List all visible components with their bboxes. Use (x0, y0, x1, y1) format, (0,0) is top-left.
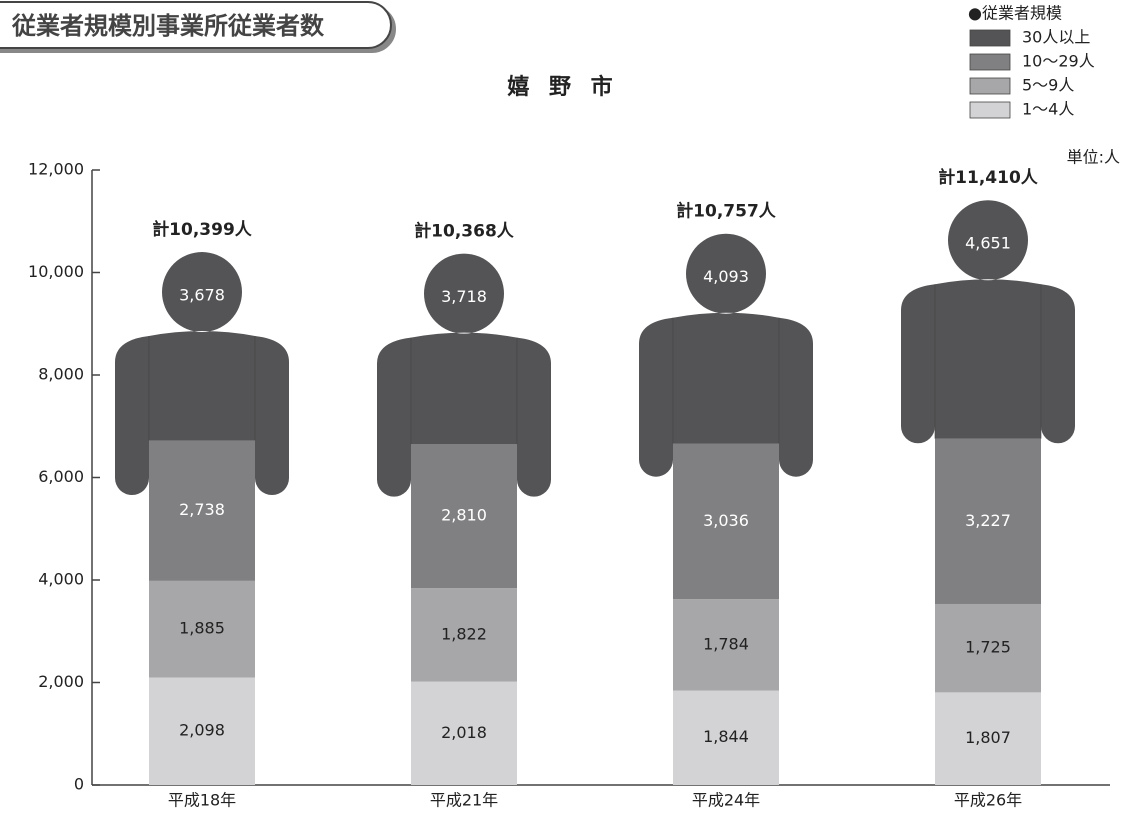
bar-segment (673, 233, 779, 444)
value-label: 3,678 (179, 286, 225, 305)
value-label: 1,807 (965, 728, 1011, 747)
value-label: 4,651 (965, 234, 1011, 253)
value-label: 2,738 (179, 500, 225, 519)
y-tick-label: 4,000 (38, 570, 84, 589)
value-label: 2,810 (441, 506, 487, 525)
x-tick-label: 平成21年 (430, 791, 498, 810)
legend-swatch (969, 53, 1011, 71)
total-label: 計10,757人 (676, 201, 777, 222)
value-label: 1,725 (965, 638, 1011, 657)
bar-segment (411, 588, 517, 682)
bar-segment (673, 690, 779, 785)
y-tick-label: 8,000 (38, 365, 84, 384)
legend-swatch (969, 29, 1011, 47)
y-tick-label: 6,000 (38, 467, 84, 486)
value-label: 3,718 (441, 287, 487, 306)
arms (639, 317, 813, 477)
total-label: 計10,368人 (414, 221, 515, 242)
bar-segment (411, 444, 517, 589)
total-label: 計10,399人 (152, 219, 253, 240)
y-tick-label: 12,000 (28, 160, 84, 179)
bar-segment (149, 677, 255, 785)
value-label: 1,822 (441, 624, 487, 643)
value-label: 1,784 (703, 634, 749, 653)
y-tick-label: 2,000 (38, 672, 84, 691)
title-box (0, 0, 392, 49)
x-tick-label: 平成24年 (692, 791, 760, 810)
legend-label: 1〜4人 (1022, 100, 1074, 119)
legend-swatch (969, 101, 1011, 119)
value-label: 3,036 (703, 511, 749, 530)
bar-segment (935, 603, 1041, 693)
value-label: 3,227 (965, 511, 1011, 530)
x-tick-label: 平成26年 (954, 791, 1022, 810)
legend-label: 10〜29人 (1022, 52, 1095, 71)
value-label: 2,098 (179, 721, 225, 740)
bar-segment (935, 200, 1041, 439)
bar-segment (149, 440, 255, 581)
y-tick-label: 10,000 (28, 262, 84, 281)
bar-segment (935, 692, 1041, 785)
arms (901, 284, 1075, 444)
bar-segment (673, 599, 779, 691)
value-label: 4,093 (703, 267, 749, 286)
bar-segment (149, 580, 255, 678)
bar-segment (411, 681, 517, 785)
bar-segment (935, 438, 1041, 604)
value-label: 2,018 (441, 723, 487, 742)
chart-subtitle: 嬉 野 市 (507, 74, 618, 100)
legend-title: ●従業者規模 (968, 4, 1062, 23)
bar-segment (411, 253, 517, 445)
legend-label: 30人以上 (1022, 28, 1090, 47)
x-tick-label: 平成18年 (168, 791, 236, 810)
arms (115, 336, 289, 496)
bar-segment (673, 443, 779, 600)
bar-segment (149, 252, 255, 441)
value-label: 1,885 (179, 619, 225, 638)
legend-swatch (969, 77, 1011, 95)
arms (377, 337, 551, 497)
unit-label: 単位:人 (1067, 148, 1120, 167)
legend-label: 5〜9人 (1022, 76, 1074, 95)
chart-title: 従業者規模別事業所従業者数 (11, 12, 325, 40)
total-label: 計11,410人 (938, 167, 1039, 188)
value-label: 1,844 (703, 727, 749, 746)
y-tick-label: 0 (74, 775, 84, 794)
